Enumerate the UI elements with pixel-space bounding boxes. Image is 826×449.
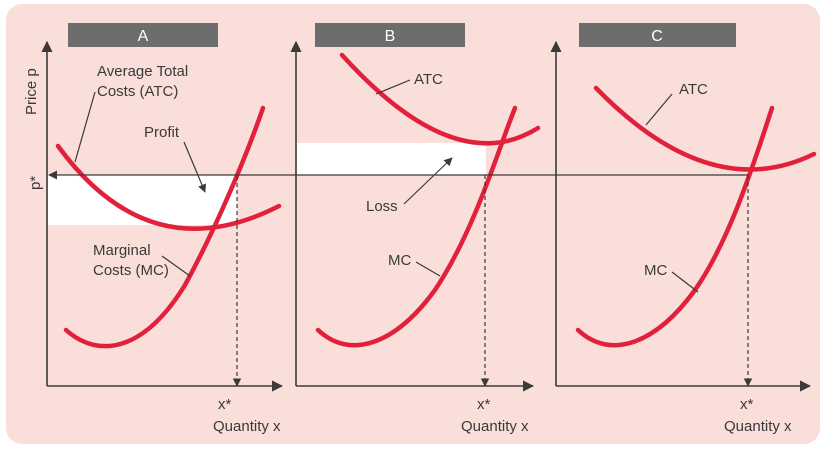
panel-c-atc-curve (593, 85, 817, 172)
panel-c-x-axis-label: Quantity x (724, 418, 792, 435)
panel-a-tab-label: A (138, 28, 149, 45)
panel-c-mc-label: MC (644, 262, 667, 279)
panel-a-profit-label: Profit (144, 124, 180, 141)
panel-a-xstar-label: x* (218, 396, 232, 413)
panel-a-mc-pointer (161, 255, 191, 277)
panel-b-tab-label: B (385, 28, 396, 45)
panel-b-atc-curve (339, 52, 541, 146)
y-axis-label: Price p (23, 68, 40, 115)
panel-b-loss-label: Loss (366, 198, 398, 215)
panel-a-atc-label: Average Total Costs (ATC) (97, 63, 192, 100)
panel-b-xstar-label: x* (477, 396, 491, 413)
panel-a-mc-curve (63, 105, 266, 349)
panel-c-tab (579, 23, 736, 47)
panel-b-mc-pointer (415, 261, 441, 277)
panel-b: B ATC Loss MC x* Quantity x (290, 23, 541, 435)
background-panel (6, 4, 820, 444)
panel-b-mc-curve (315, 105, 518, 348)
loss-area (296, 143, 486, 175)
panel-a-x-axis-label: Quantity x (213, 418, 281, 435)
panel-a-tab (68, 23, 218, 47)
panel-a-profit-arrow (183, 141, 206, 193)
panel-c-atc-pointer (645, 93, 673, 126)
panel-a-mc-label: Marginal Costs (MC) (93, 242, 169, 279)
panel-b-tab (315, 23, 465, 47)
panel-c-atc-label: ATC (679, 81, 708, 98)
panel-b-x-axis-label: Quantity x (461, 418, 529, 435)
panel-c-tab-label: C (651, 28, 663, 45)
p-star-label: p* (27, 176, 44, 190)
panel-b-atc-label: ATC (414, 71, 443, 88)
panel-b-loss-arrow (403, 157, 453, 205)
panel-c-xstar-label: x* (740, 396, 754, 413)
panel-c-mc-pointer (671, 271, 699, 293)
panel-a-atc-pointer (74, 91, 96, 163)
panel-c: C ATC MC x* Quantity x (550, 23, 817, 435)
panel-b-mc-label: MC (388, 252, 411, 269)
panel-b-atc-pointer (375, 79, 411, 95)
